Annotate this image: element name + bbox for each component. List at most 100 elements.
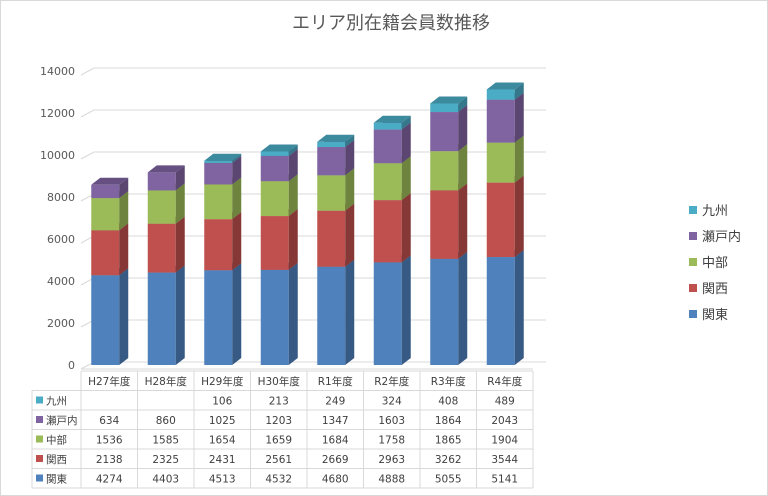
bar-segment-side	[345, 259, 355, 365]
bar-stack	[317, 134, 355, 365]
data-label: 1684	[322, 435, 349, 447]
bar-segment	[260, 216, 289, 270]
chart-title: エリア別在籍会員数推移	[292, 13, 490, 34]
data-label: 2431	[209, 454, 236, 466]
data-label: 489	[495, 396, 515, 408]
data-label: 4680	[322, 474, 349, 486]
bar-segment-side	[458, 183, 468, 259]
bar-segment-top	[373, 115, 411, 123]
table-legend-key	[36, 396, 43, 404]
legend-key	[689, 258, 697, 266]
bar-segment-top	[204, 153, 242, 161]
bar-segment	[317, 266, 346, 365]
table-legend-key	[36, 435, 43, 443]
data-label: 1585	[152, 435, 179, 447]
bar-segment	[430, 258, 459, 365]
data-label: 408	[438, 396, 458, 408]
table-row-label: 瀬戸内	[46, 414, 78, 427]
legend-label: 瀬戸内	[702, 229, 741, 245]
y-tick-label: 4000	[47, 275, 75, 288]
data-label: 1758	[378, 435, 405, 447]
bar-segment	[486, 257, 515, 365]
table-row-label: 中部	[46, 434, 67, 447]
data-label: 860	[156, 415, 176, 427]
bar-segment-side	[401, 193, 411, 263]
y-tick-label: 14000	[40, 65, 75, 78]
legend-label: 関東	[702, 307, 728, 323]
bar-segment-side	[345, 168, 355, 211]
bar-segment	[317, 175, 346, 211]
data-label: 2325	[152, 454, 179, 466]
data-label: 1536	[96, 435, 123, 447]
bar-segment-side	[514, 135, 524, 183]
bar-segment-side	[175, 216, 185, 273]
table-row-label: 関東	[46, 473, 67, 486]
bar-segment	[147, 272, 176, 365]
data-label: 2669	[322, 454, 349, 466]
data-label: 1203	[265, 415, 292, 427]
y-tick-label: 10000	[40, 149, 75, 162]
bar-segment	[430, 151, 459, 191]
data-label: 1865	[435, 435, 462, 447]
data-label: 1025	[209, 415, 236, 427]
bar-segment-top	[317, 134, 355, 142]
bar-segment-top	[91, 177, 129, 185]
bar-stack	[91, 177, 129, 365]
bar-segment-top	[260, 144, 298, 152]
bar-segment	[430, 190, 459, 259]
bar-segment	[317, 210, 346, 267]
bar-segment-side	[345, 203, 355, 267]
bar-segment	[147, 190, 176, 224]
y-tick-label: 8000	[47, 191, 75, 204]
bar-segment	[147, 172, 176, 191]
data-label: 4532	[265, 474, 292, 486]
bar-segment	[260, 155, 289, 182]
table-legend-key	[36, 455, 43, 462]
x-tick-label: H28年度	[145, 375, 188, 388]
bar-segment	[91, 275, 120, 365]
bar-segment-side	[288, 262, 298, 365]
bar-segment-side	[119, 191, 129, 231]
bar-stack	[147, 165, 185, 365]
legend-key	[689, 206, 697, 214]
y-tick-label: 0	[68, 359, 75, 372]
legend-label: 中部	[702, 256, 728, 271]
x-tick-label: R1年度	[318, 375, 353, 388]
gridline	[80, 151, 546, 160]
table-legend-key	[36, 416, 43, 423]
bar-segment-side	[175, 183, 185, 224]
legend-label: 関西	[702, 282, 728, 297]
bar-segment-top	[430, 96, 468, 104]
data-label: 2043	[491, 415, 518, 427]
bar-segment	[147, 223, 176, 273]
bar-segment	[430, 103, 459, 113]
data-label: 2138	[96, 454, 123, 466]
bar-segment	[204, 219, 233, 271]
data-label: 1347	[322, 415, 349, 427]
bar-segment	[317, 141, 346, 148]
y-tick-label: 2000	[47, 317, 75, 330]
bar-segment	[91, 184, 120, 199]
bar-segment	[260, 151, 289, 156]
legend-key	[689, 284, 697, 292]
data-label: 5055	[435, 474, 462, 486]
bar-segment	[204, 184, 233, 220]
data-label: 324	[382, 396, 402, 408]
data-label: 1654	[209, 435, 236, 447]
bar-segment	[373, 129, 402, 164]
bar-segment-side	[458, 251, 468, 365]
bar-segment-side	[401, 156, 411, 201]
data-label: 106	[212, 396, 232, 408]
bar-segment-side	[458, 96, 468, 113]
data-label: 1603	[378, 415, 405, 427]
data-label: 4274	[96, 474, 123, 486]
table-row-label: 関西	[46, 454, 67, 466]
bar-segment-side	[288, 209, 298, 270]
bar-segment	[486, 182, 515, 258]
bar-stack	[260, 144, 298, 365]
bar-segment	[373, 200, 402, 263]
legend-label: 九州	[702, 204, 728, 219]
bar-stack	[373, 115, 411, 365]
bar-segment-side	[175, 265, 185, 365]
